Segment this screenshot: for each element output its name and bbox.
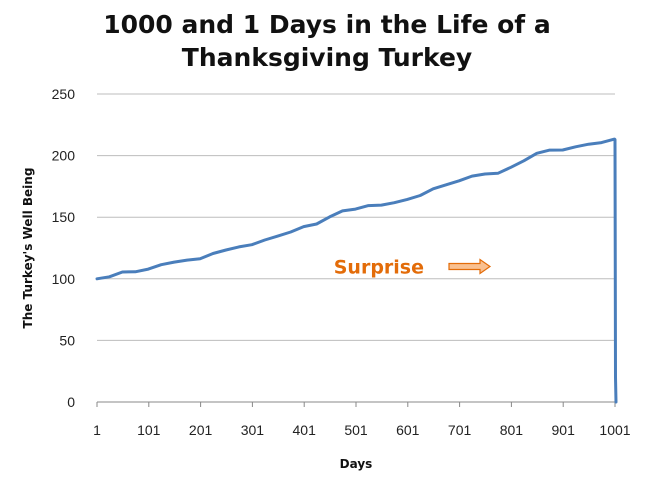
x-tick-label-401: 401 bbox=[293, 422, 317, 438]
x-tick-label-101: 101 bbox=[137, 422, 161, 438]
y-tick-label-50: 50 bbox=[59, 332, 75, 348]
annotation-label: Surprise bbox=[334, 256, 424, 278]
x-tick-label-501: 501 bbox=[344, 422, 368, 438]
y-axis-ticks: 0 50 100 150 200 250 bbox=[52, 86, 76, 410]
x-tick-label-601: 601 bbox=[396, 422, 420, 438]
gridlines bbox=[97, 93, 615, 403]
y-tick-label-150: 150 bbox=[52, 209, 76, 225]
x-tick-label-1001: 1001 bbox=[599, 422, 630, 438]
y-tick-label-0: 0 bbox=[67, 394, 75, 410]
x-tick-label-1: 1 bbox=[93, 422, 101, 438]
y-tick-label-250: 250 bbox=[52, 86, 76, 102]
chart-title: 1000 and 1 Days in the Life of a Thanksg… bbox=[0, 8, 654, 74]
x-tick-label-701: 701 bbox=[448, 422, 472, 438]
y-tick-label-100: 100 bbox=[52, 271, 76, 287]
chart-title-line-2: Thanksgiving Turkey bbox=[181, 43, 473, 72]
chart-title-line-1: 1000 and 1 Days in the Life of a bbox=[103, 10, 551, 39]
x-tick-label-301: 301 bbox=[241, 422, 265, 438]
x-axis-ticks: 1 101 201 301 401 501 601 701 801 901 1001 bbox=[93, 402, 631, 438]
annotation-arrow-icon bbox=[448, 258, 492, 275]
series-group bbox=[95, 137, 618, 404]
x-axis-label: Days bbox=[340, 457, 373, 471]
x-tick-label-801: 801 bbox=[500, 422, 524, 438]
y-tick-label-200: 200 bbox=[52, 148, 76, 164]
annotation-group: Surprise bbox=[334, 256, 492, 278]
x-tick-label-901: 901 bbox=[552, 422, 576, 438]
x-tick-label-201: 201 bbox=[189, 422, 213, 438]
y-axis-label: The Turkey's Well Being bbox=[21, 168, 35, 329]
series-line-0 bbox=[95, 137, 618, 404]
